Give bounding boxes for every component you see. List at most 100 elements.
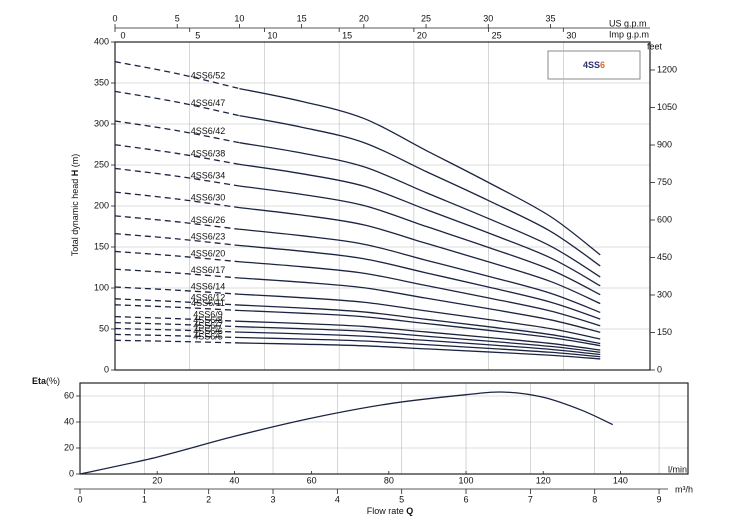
imp-gpm-tick-label: 20 <box>417 30 427 40</box>
head-curve <box>239 304 601 345</box>
feet-label: feet <box>647 41 663 51</box>
eta-label-part: (%) <box>46 376 60 386</box>
m3h-tick-label: 2 <box>206 494 211 504</box>
series-label: 4SS6/12 <box>191 293 226 303</box>
lmin-label: l/min <box>668 464 687 474</box>
y-tick-label: 0 <box>104 364 109 374</box>
lmin-tick-label: 40 <box>229 475 239 485</box>
eta-frame <box>79 382 689 475</box>
head-curve <box>239 163 601 287</box>
head-curve <box>239 331 601 356</box>
m3h-tick-label: 9 <box>657 494 662 504</box>
lmin-tick-label: 60 <box>307 475 317 485</box>
dashed-curve <box>114 298 240 306</box>
y-tick-label: 400 <box>94 36 109 46</box>
y2-tick-label: 0 <box>657 364 662 374</box>
us-gpm-tick-label: 0 <box>112 13 117 23</box>
head-curve <box>239 244 601 320</box>
title-part: Flow rate <box>367 506 407 516</box>
badge-highlight: 6 <box>600 60 605 70</box>
y-tick-label: 100 <box>94 282 109 292</box>
title-part: Q <box>406 506 413 516</box>
eta-curve <box>79 391 613 475</box>
dashed-curve <box>114 144 240 165</box>
y-label-part: H <box>70 170 80 177</box>
series-label: 4SS6/7 <box>193 320 223 330</box>
dashed-curve <box>114 304 240 312</box>
dashed-curve <box>114 167 240 187</box>
y-tick-label: 40 <box>64 416 74 426</box>
us-gpm-label: US g.p.m <box>609 18 647 28</box>
us-gpm-tick-label: 20 <box>359 13 369 23</box>
y-tick-label: 350 <box>94 77 109 87</box>
series-label: 4SS6/26 <box>191 215 226 225</box>
dashed-curve <box>114 339 240 344</box>
us-gpm-tick-label: 30 <box>483 13 493 23</box>
dashed-curve <box>114 191 240 209</box>
series-label: 4SS6/47 <box>191 98 226 108</box>
lmin-tick-label: 80 <box>384 475 394 485</box>
series-label: 4SS6/38 <box>191 148 226 158</box>
dashed-curve <box>114 333 240 339</box>
series-label: 4SS6/17 <box>191 265 226 275</box>
head-curve <box>239 326 601 353</box>
badge-text: 4SS <box>583 60 600 70</box>
dashed-curve <box>114 250 240 263</box>
head-curve <box>239 142 601 278</box>
us-gpm-tick-label: 5 <box>175 13 180 23</box>
y2-tick-label: 300 <box>657 289 672 299</box>
series-label: 4SS6/20 <box>191 248 226 258</box>
dashed-curve <box>114 120 240 144</box>
head-curve <box>239 277 601 333</box>
m3h-tick-label: 6 <box>464 494 469 504</box>
y2-tick-label: 150 <box>657 327 672 337</box>
y-tick-label: 20 <box>64 442 74 452</box>
imp-gpm-tick-label: 5 <box>195 30 200 40</box>
lmin-tick-label: 140 <box>613 475 628 485</box>
series-label: 4SS6/5 <box>193 332 223 342</box>
dashed-curve <box>114 315 240 322</box>
m3h-tick-label: 5 <box>399 494 404 504</box>
lmin-tick-label: 20 <box>152 475 162 485</box>
series-label: 4SS6/23 <box>191 232 226 242</box>
us-gpm-tick-label: 10 <box>234 13 244 23</box>
series-label: 4SS6/42 <box>191 126 226 136</box>
dashed-curve <box>114 215 240 230</box>
y-tick-label: 50 <box>99 323 109 333</box>
m3h-tick-label: 4 <box>335 494 340 504</box>
dashed-curve <box>114 232 240 247</box>
m3h-tick-label: 8 <box>592 494 597 504</box>
head-curve <box>239 206 601 305</box>
imp-gpm-tick-label: 15 <box>342 30 352 40</box>
imp-gpm-tick-label: 25 <box>492 30 502 40</box>
y2-tick-label: 1200 <box>657 64 677 74</box>
badge: 4SS6 <box>583 60 605 70</box>
m3h-tick-label: 1 <box>142 494 147 504</box>
us-gpm-tick-label: 35 <box>545 13 555 23</box>
series-label: 4SS6/30 <box>191 193 226 203</box>
y2-tick-label: 750 <box>657 177 672 187</box>
series-label: 4SS6/11 <box>191 298 225 308</box>
head-curve <box>239 320 601 351</box>
y-tick-label: 200 <box>94 200 109 210</box>
lmin-tick-label: 120 <box>536 475 551 485</box>
head-curve <box>239 336 601 358</box>
dashed-curve <box>114 61 240 90</box>
y-tick-label: 150 <box>94 241 109 251</box>
y-tick-label: 0 <box>69 468 74 478</box>
m3h-label: m³/h <box>675 484 693 494</box>
imp-gpm-tick-label: 30 <box>566 30 576 40</box>
dashed-curve <box>114 286 240 295</box>
imp-gpm-tick-label: 0 <box>120 30 125 40</box>
series-label: 4SS6/6 <box>193 326 223 336</box>
y-label-part: Total dynamic head <box>70 176 80 256</box>
m3h-tick-label: 0 <box>77 494 82 504</box>
us-gpm-tick-label: 25 <box>421 13 431 23</box>
eta-label: Eta(%) <box>32 376 60 386</box>
dashed-curve <box>114 268 240 279</box>
head-curve <box>239 185 601 296</box>
eta-label-part: Eta <box>32 376 47 386</box>
x-axis-title: Flow rate Q <box>367 506 414 516</box>
m3h-tick-label: 3 <box>271 494 276 504</box>
